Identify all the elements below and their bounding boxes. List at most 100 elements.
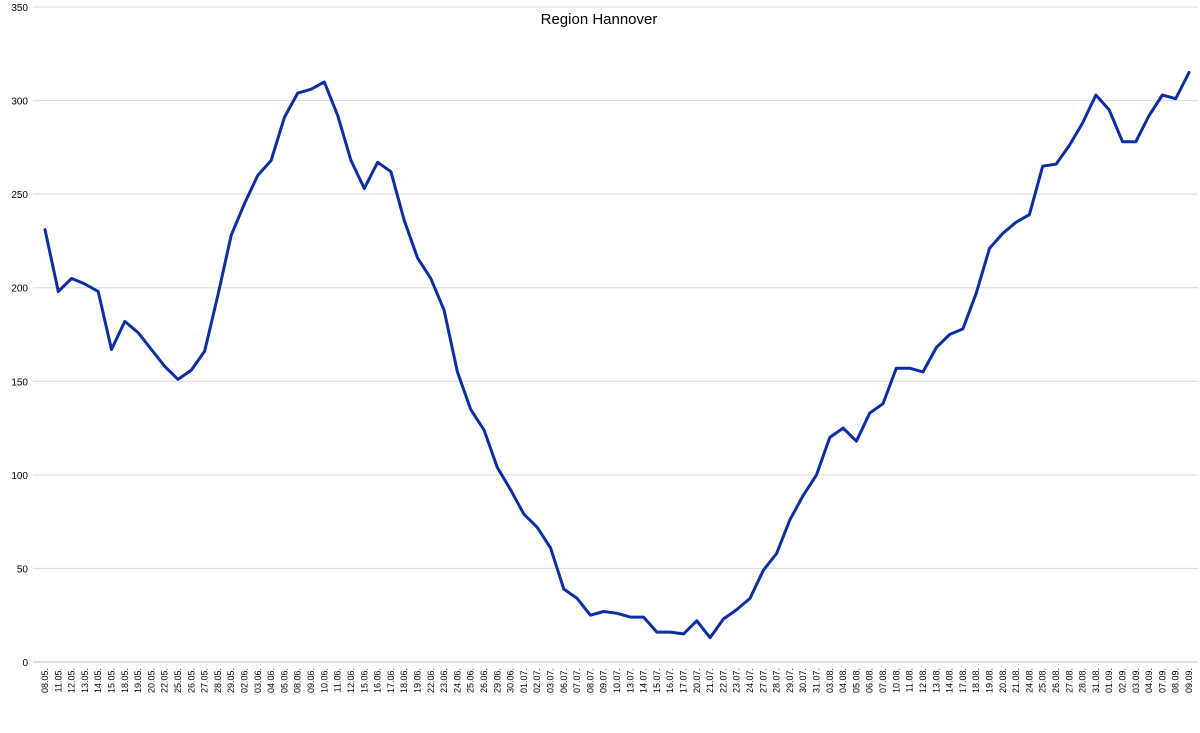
x-tick-label: 06.07.: [559, 668, 569, 693]
x-tick-label: 18.06.: [399, 668, 409, 693]
x-tick-label: 22.07.: [718, 668, 728, 693]
x-tick-label: 15.06.: [359, 668, 369, 693]
x-tick-label: 29.07.: [785, 668, 795, 693]
x-tick-label: 01.07.: [519, 668, 529, 693]
series-line: [43, 71, 1191, 640]
x-tick-label: 07.08.: [878, 668, 888, 693]
x-tick-label: 17.06.: [386, 668, 396, 693]
x-tick-label: 08.09.: [1171, 668, 1181, 693]
x-tick-label: 11.06.: [333, 668, 343, 692]
x-tick-label: 21.07.: [705, 668, 715, 693]
y-tick-label: 100: [11, 471, 28, 482]
x-tick-label: 16.07.: [665, 668, 675, 693]
x-tick-label: 28.08.: [1078, 668, 1088, 693]
x-tick-label: 10.06.: [319, 668, 329, 693]
x-tick-label: 11.05.: [53, 668, 63, 692]
x-tick-label: 31.07.: [812, 668, 822, 693]
x-tick-label: 12.08.: [918, 668, 928, 693]
y-tick-label: 350: [11, 3, 28, 14]
y-tick-label: 200: [11, 284, 28, 295]
x-tick-label: 03.08.: [825, 668, 835, 693]
x-tick-label: 04.06.: [266, 668, 276, 693]
x-tick-label: 02.06.: [240, 668, 250, 693]
x-tick-label: 13.07.: [625, 668, 635, 693]
x-tick-label: 10.08.: [891, 668, 901, 693]
series-group: [43, 71, 1191, 640]
x-tick-label: 30.06.: [506, 668, 516, 693]
x-tick-label: 06.08.: [865, 668, 875, 693]
x-tick-label: 20.07.: [692, 668, 702, 693]
x-tick-label: 27.08.: [1064, 668, 1074, 693]
x-tick-label: 09.09.: [1184, 668, 1194, 693]
x-tick-label: 26.06.: [479, 668, 489, 693]
x-tick-label: 29.05.: [226, 668, 236, 693]
x-tick-label: 18.08.: [971, 668, 981, 693]
x-axis-tick-labels: 08.05. 11.05. 12.05. 13.05. 14.05. 15.05. 18.0…: [40, 668, 1194, 693]
x-tick-label: 13.05.: [80, 668, 90, 693]
x-tick-label: 12.05.: [67, 668, 77, 693]
x-tick-label: 09.06.: [306, 668, 316, 693]
x-tick-label: 17.08.: [958, 668, 968, 693]
x-tick-label: 01.09.: [1104, 668, 1114, 693]
x-tick-label: 07.09.: [1157, 668, 1167, 693]
x-tick-label: 08.05.: [40, 668, 50, 693]
x-tick-label: 26.05.: [186, 668, 196, 693]
x-tick-label: 03.07.: [545, 668, 555, 693]
x-tick-label: 14.07.: [639, 668, 649, 693]
x-tick-label: 16.06.: [373, 668, 383, 693]
x-tick-label: 17.07.: [679, 668, 689, 693]
x-tick-label: 29.06.: [492, 668, 502, 693]
x-tick-label: 27.05.: [200, 668, 210, 693]
x-tick-label: 04.09.: [1144, 668, 1154, 693]
x-tick-label: 02.09.: [1117, 668, 1127, 693]
x-tick-label: 23.07.: [732, 668, 742, 693]
y-tick-label: 0: [22, 658, 28, 669]
x-tick-label: 25.08.: [1038, 668, 1048, 693]
x-tick-label: 10.07.: [612, 668, 622, 693]
x-tick-label: 08.07.: [585, 668, 595, 693]
x-tick-label: 12.06.: [346, 668, 356, 693]
x-tick-label: 22.05.: [160, 668, 170, 693]
x-tick-label: 22.06.: [426, 668, 436, 693]
x-tick-label: 24.08.: [1024, 668, 1034, 693]
x-tick-label: 05.06.: [279, 668, 289, 693]
x-tick-label: 28.05.: [213, 668, 223, 693]
x-tick-label: 07.07.: [572, 668, 582, 693]
x-tick-label: 30.07.: [798, 668, 808, 693]
y-axis-tick-labels: 0 50 100 150 200 250 300 350: [11, 3, 28, 669]
x-tick-label: 04.08.: [838, 668, 848, 693]
x-tick-label: 03.06.: [253, 668, 263, 693]
x-tick-label: 18.05.: [120, 668, 130, 693]
y-tick-label: 250: [11, 190, 28, 201]
x-tick-label: 15.05.: [107, 668, 117, 693]
x-tick-label: 24.07.: [745, 668, 755, 693]
x-tick-label: 20.05.: [146, 668, 156, 693]
x-tick-label: 19.06.: [412, 668, 422, 693]
x-tick-label: 27.07.: [758, 668, 768, 693]
x-tick-label: 02.07.: [532, 668, 542, 693]
x-tick-label: 11.08.: [905, 668, 915, 692]
x-tick-label: 08.06.: [293, 668, 303, 693]
x-tick-label: 19.08.: [984, 668, 994, 693]
y-tick-label: 50: [17, 564, 29, 575]
y-tick-label: 150: [11, 377, 28, 388]
x-tick-label: 14.05.: [93, 668, 103, 693]
chart-title: Region Hannover: [541, 11, 658, 28]
x-tick-label: 19.05.: [133, 668, 143, 693]
x-tick-label: 21.08.: [1011, 668, 1021, 693]
x-tick-label: 20.08.: [998, 668, 1008, 693]
x-tick-label: 23.06.: [439, 668, 449, 693]
x-tick-label: 28.07.: [772, 668, 782, 693]
y-tick-label: 300: [11, 97, 28, 108]
x-tick-label: 09.07.: [599, 668, 609, 693]
x-tick-label: 25.06.: [466, 668, 476, 693]
x-tick-label: 31.08.: [1091, 668, 1101, 693]
x-tick-label: 24.06.: [452, 668, 462, 693]
x-tick-label: 14.08.: [945, 668, 955, 693]
x-tick-label: 15.07.: [652, 668, 662, 693]
gridlines: [33, 6, 1198, 663]
x-tick-label: 05.08.: [851, 668, 861, 693]
x-tick-label: 03.09.: [1131, 668, 1141, 693]
